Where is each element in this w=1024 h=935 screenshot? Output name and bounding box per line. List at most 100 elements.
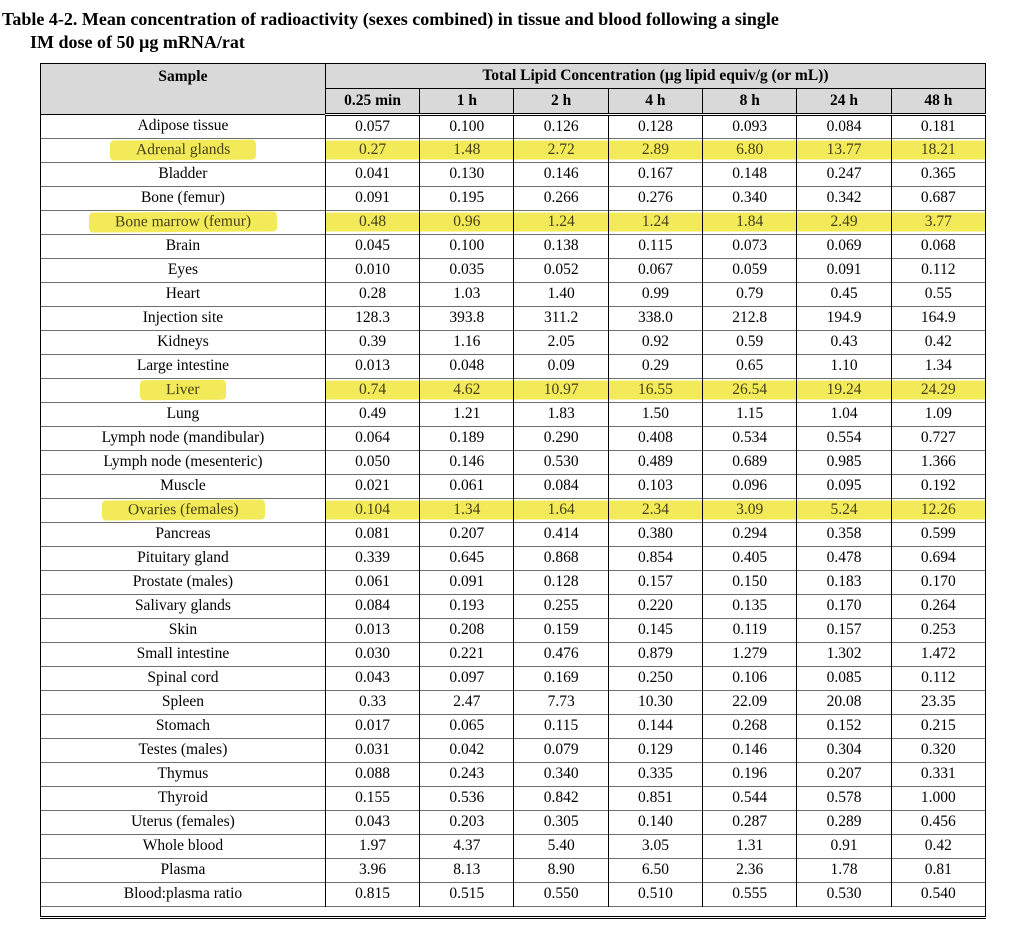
value-cell: 0.052 xyxy=(513,257,609,283)
value-cell: 0.530 xyxy=(796,881,892,907)
value-cell: 1.03 xyxy=(419,281,515,307)
value-text: 1.472 xyxy=(920,645,956,663)
value-text: 0.43 xyxy=(830,333,858,351)
sample-label: Lymph node (mesenteric) xyxy=(103,453,263,471)
value-cell: 0.057 xyxy=(324,113,421,139)
sample-label: Pituitary gland xyxy=(137,549,229,567)
value-text: 194.9 xyxy=(826,309,862,327)
value-text: 0.126 xyxy=(543,117,579,135)
value-cell: 0.489 xyxy=(607,449,704,475)
value-cell: 0.331 xyxy=(890,761,987,787)
sample-cell: Small intestine xyxy=(40,641,326,667)
value-text: 0.264 xyxy=(920,597,956,615)
value-cell: 2.89 xyxy=(607,137,704,163)
value-text: 0.073 xyxy=(732,237,768,255)
value-text: 0.29 xyxy=(641,357,669,375)
sample-cell: Bone marrow (femur) xyxy=(40,209,326,235)
value-cell: 0.92 xyxy=(607,329,704,355)
value-cell: 0.030 xyxy=(324,641,421,667)
value-text: 0.084 xyxy=(543,477,579,495)
value-cell: 0.093 xyxy=(702,113,798,139)
value-text: 0.48 xyxy=(358,213,387,231)
sample-label: Blood:plasma ratio xyxy=(123,885,243,903)
value-text: 0.045 xyxy=(355,237,390,255)
sample-cell: Muscle xyxy=(40,473,326,499)
value-cell: 0.088 xyxy=(324,761,421,787)
value-text: 0.65 xyxy=(736,357,764,375)
table-row: Small intestine 0.030 0.221 0.476 0.879 1.279… xyxy=(40,641,987,667)
value-cell: 0.079 xyxy=(513,737,609,763)
table-body: Adipose tissue 0.057 0.100 0.126 0.128 0.093 0… xyxy=(40,113,987,907)
value-text: 0.854 xyxy=(637,549,673,567)
value-cell: 0.146 xyxy=(419,449,515,475)
value-text: 1.09 xyxy=(924,405,952,423)
value-text: 0.540 xyxy=(920,885,956,903)
value-text: 0.335 xyxy=(637,765,673,783)
value-text: 0.408 xyxy=(637,429,673,447)
value-text: 0.96 xyxy=(453,213,481,231)
value-cell: 0.39 xyxy=(324,329,421,355)
value-text: 0.059 xyxy=(732,261,768,279)
value-text: 0.489 xyxy=(637,453,673,471)
value-text: 0.476 xyxy=(543,645,579,663)
value-cell: 0.140 xyxy=(607,809,704,835)
value-text: 0.146 xyxy=(543,165,579,183)
value-cell: 0.266 xyxy=(513,185,609,211)
table-row: Lymph node (mandibular) 0.064 0.189 0.290 0.… xyxy=(40,425,987,451)
value-cell: 10.30 xyxy=(607,689,704,715)
value-cell: 0.181 xyxy=(890,113,987,139)
value-cell: 1.34 xyxy=(419,497,515,523)
table-row: Muscle 0.021 0.061 0.084 0.103 0.096 0.095 0.19… xyxy=(40,473,987,499)
table-row: Heart 0.28 1.03 1.40 0.99 0.79 0.45 0.55 xyxy=(40,281,987,307)
value-cell: 0.99 xyxy=(607,281,704,307)
value-text: 0.091 xyxy=(826,261,862,279)
value-text: 0.868 xyxy=(543,549,579,567)
value-cell: 0.868 xyxy=(513,545,609,571)
value-cell: 0.145 xyxy=(607,617,704,643)
value-cell: 0.100 xyxy=(419,233,515,259)
value-text: 0.042 xyxy=(449,741,485,759)
value-text: 0.99 xyxy=(641,285,669,303)
sample-cell: Whole blood xyxy=(40,833,326,859)
value-cell: 1.78 xyxy=(796,857,892,883)
value-cell: 0.694 xyxy=(890,545,987,571)
value-text: 0.81 xyxy=(924,861,952,879)
value-text: 0.112 xyxy=(921,669,956,687)
value-cell: 0.294 xyxy=(702,521,798,547)
value-cell: 0.358 xyxy=(796,521,892,547)
value-text: 1.366 xyxy=(920,453,956,471)
value-cell: 0.059 xyxy=(702,257,798,283)
value-text: 0.065 xyxy=(449,717,485,735)
value-text: 5.24 xyxy=(830,501,858,519)
value-text: 0.148 xyxy=(732,165,768,183)
table-header: Sample Total Lipid Concentration (µg lip… xyxy=(40,62,987,116)
value-cell: 0.74 xyxy=(324,377,421,403)
value-cell: 0.340 xyxy=(702,185,798,211)
sample-cell: Lung xyxy=(40,401,326,427)
value-text: 0.247 xyxy=(826,165,862,183)
value-text: 0.358 xyxy=(826,525,862,543)
sample-cell: Stomach xyxy=(40,713,326,739)
value-cell: 2.47 xyxy=(419,689,515,715)
value-cell: 1.15 xyxy=(702,401,798,427)
value-cell: 0.81 xyxy=(890,857,987,883)
value-cell: 1.97 xyxy=(324,833,421,859)
value-cell: 0.43 xyxy=(796,329,892,355)
value-text: 10.97 xyxy=(543,381,579,399)
value-cell: 0.065 xyxy=(419,713,515,739)
sample-label: Injection site xyxy=(142,309,224,327)
sample-cell: Salivary glands xyxy=(40,593,326,619)
value-text: 0.030 xyxy=(355,645,390,663)
value-text: 0.39 xyxy=(358,333,387,351)
value-cell: 0.65 xyxy=(702,353,798,379)
value-cell: 0.064 xyxy=(324,425,421,451)
value-text: 2.89 xyxy=(641,141,669,159)
sample-cell: Blood:plasma ratio xyxy=(40,881,326,907)
spacer-cell xyxy=(40,905,986,918)
value-text: 0.043 xyxy=(355,669,390,687)
table-row: Salivary glands 0.084 0.193 0.255 0.220 0.135… xyxy=(40,593,987,619)
value-text: 0.92 xyxy=(641,333,669,351)
value-text: 0.59 xyxy=(736,333,764,351)
value-cell: 0.550 xyxy=(513,881,609,907)
value-cell: 23.35 xyxy=(890,689,987,715)
